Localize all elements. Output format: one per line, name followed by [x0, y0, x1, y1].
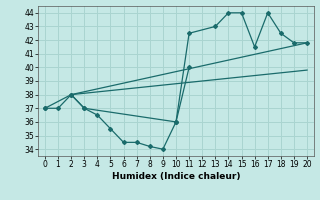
X-axis label: Humidex (Indice chaleur): Humidex (Indice chaleur) — [112, 172, 240, 181]
